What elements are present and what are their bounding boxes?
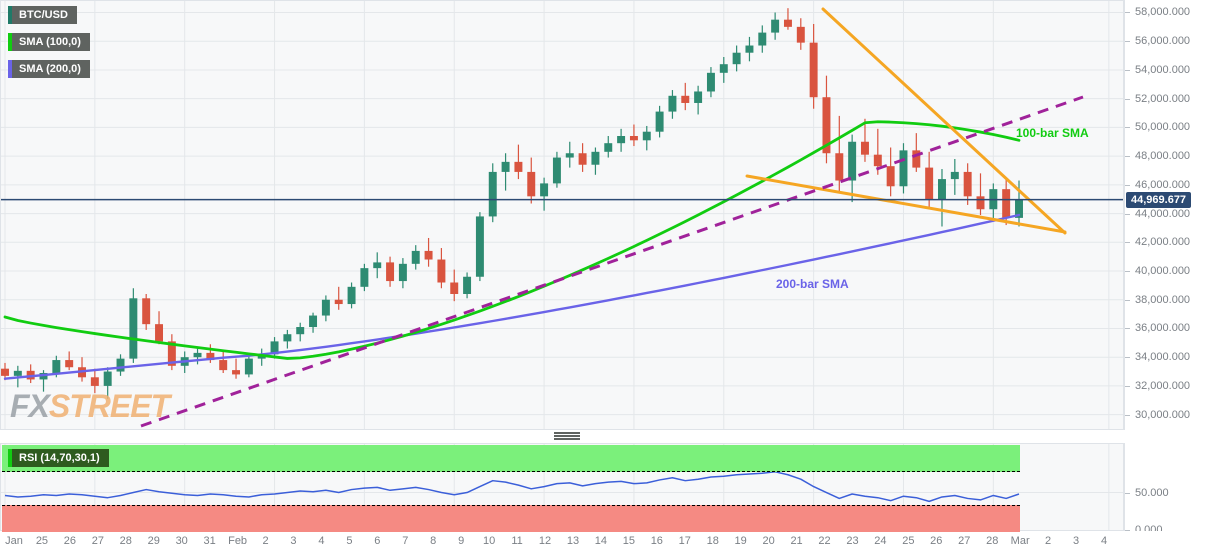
date-axis-label: 19 [734, 535, 747, 547]
date-axis-label: 5 [346, 535, 353, 547]
price-axis-tick [1125, 213, 1130, 215]
price-axis-tick [1125, 414, 1130, 416]
rsi-oversold-zone [2, 505, 1020, 532]
date-axis-label: 7 [402, 535, 409, 547]
rsi-axis-tick [1125, 492, 1130, 494]
legend-symbol-label: BTC/USD [19, 9, 68, 21]
date-axis-label: 23 [846, 535, 859, 547]
date-axis-label: 9 [458, 535, 465, 547]
rsi-axis-label: 50.000 [1135, 486, 1169, 499]
price-axis-label: 56,000.000 [1135, 35, 1191, 48]
date-axis-label: 26 [63, 535, 77, 547]
date-axis-label: 13 [566, 535, 580, 547]
date-axis-label: 4 [1100, 535, 1108, 547]
price-axis-label: 46,000.000 [1135, 178, 1191, 191]
legend-sma100[interactable]: SMA (100,0) [8, 33, 90, 51]
price-axis-label: 58,000.000 [1135, 6, 1191, 19]
price-axis-tick [1125, 242, 1130, 244]
legend-sma200[interactable]: SMA (200,0) [8, 60, 90, 78]
date-axis-label: Feb [228, 535, 248, 547]
price-axis-tick [1125, 98, 1130, 100]
price-axis[interactable]: 58,000.000 56,000.000 54,000.000 52,000.000… [1124, 0, 1207, 430]
date-axis-label: 25 [902, 535, 915, 547]
price-axis-label: 36,000.000 [1135, 322, 1191, 335]
date-axis-label: 20 [762, 535, 775, 547]
price-axis-tick [1125, 271, 1130, 272]
annotation-sma100: 100-bar SMA [1016, 126, 1089, 140]
fxstreet-watermark: FXSTREET [10, 388, 170, 425]
date-axis-label: 21 [790, 535, 803, 547]
watermark-fx: FX [10, 388, 50, 424]
date-axis-label: 2 [1045, 535, 1052, 547]
date-axis-label: 16 [650, 535, 663, 547]
date-axis-label: 28 [986, 535, 999, 547]
current-price-badge[interactable]: 44,969.677 [1126, 191, 1192, 208]
price-axis-tick [1125, 127, 1130, 129]
price-axis-tick [1125, 12, 1130, 14]
date-axis-label: 15 [622, 535, 635, 547]
date-axis-label: Mar [1010, 535, 1030, 547]
date-axis-label: 10 [483, 535, 496, 547]
date-axis-label: 6 [374, 535, 381, 547]
date-axis-label: 18 [706, 535, 719, 547]
annotation-sma200: 200-bar SMA [776, 277, 849, 291]
price-axis-tick [1125, 385, 1130, 387]
price-chart-panel[interactable] [0, 0, 1124, 430]
date-axis-label: 27 [958, 535, 971, 547]
rsi-overbought-zone [2, 445, 1020, 472]
date-axis-label: 4 [318, 535, 325, 547]
price-axis-label: 34,000.000 [1135, 351, 1191, 364]
date-axis-label: 12 [538, 535, 552, 547]
price-axis-label: 40,000.000 [1135, 265, 1191, 277]
price-axis-label: 48,000.000 [1135, 150, 1191, 163]
price-axis-label: 54,000.000 [1135, 63, 1191, 76]
date-axis-label: 31 [203, 535, 216, 547]
price-axis-label: 32,000.000 [1135, 379, 1191, 392]
date-axis-label: 30 [175, 535, 188, 547]
price-axis-label: 50,000.000 [1135, 121, 1191, 134]
rsi-indicator-panel[interactable] [0, 443, 1124, 532]
date-axis-label: 3 [1072, 535, 1080, 547]
date-axis-label: 27 [91, 535, 104, 547]
date-axis-label: 17 [678, 535, 691, 547]
price-axis-tick [1125, 184, 1130, 186]
watermark-street: STREET [48, 388, 170, 424]
panel-resize-handle[interactable] [554, 432, 580, 441]
date-axis-label: 3 [290, 535, 297, 547]
price-axis-label: 44,000.000 [1135, 207, 1191, 220]
price-axis-tick [1125, 156, 1130, 158]
legend-sma200-label: SMA (200,0) [19, 63, 81, 75]
date-axis-label: 11 [511, 535, 523, 547]
price-axis-label: 30,000.000 [1135, 408, 1191, 421]
date-axis-label: 24 [874, 535, 887, 547]
price-axis-tick [1125, 41, 1130, 43]
price-axis-tick [1125, 328, 1130, 330]
date-axis-label: 8 [430, 535, 437, 547]
legend-sma100-label: SMA (100,0) [19, 36, 81, 48]
date-axis-label: 26 [930, 535, 943, 547]
legend-rsi-label: RSI (14,70,30,1) [19, 452, 100, 464]
date-axis-label: 22 [818, 535, 831, 547]
price-axis-tick [1125, 357, 1130, 359]
price-axis-label: 52,000.000 [1135, 92, 1191, 105]
rsi-axis[interactable]: 50.000 0.000 [1124, 443, 1207, 536]
price-axis-label: 38,000.000 [1135, 293, 1191, 306]
date-axis[interactable]: Jan 25 26 27 28 29 30 31 Feb 2 3 4 5 6 7 8 9 10 11 12 13 14 15… [0, 531, 1207, 555]
date-axis-label: 28 [119, 535, 132, 547]
date-axis-label: 2 [262, 535, 269, 547]
legend-symbol[interactable]: BTC/USD [8, 6, 77, 24]
date-axis-label: 25 [35, 535, 49, 547]
date-axis-label: Jan [5, 535, 23, 547]
date-axis-label: 14 [594, 535, 608, 547]
date-axis-label: 29 [147, 535, 160, 547]
rsi-axis-tick [1125, 529, 1130, 531]
price-chart-canvas [1, 1, 1123, 429]
price-axis-tick [1125, 299, 1130, 301]
legend-rsi[interactable]: RSI (14,70,30,1) [8, 449, 109, 467]
price-axis-label: 42,000.000 [1135, 236, 1191, 249]
price-axis-tick [1125, 69, 1130, 71]
